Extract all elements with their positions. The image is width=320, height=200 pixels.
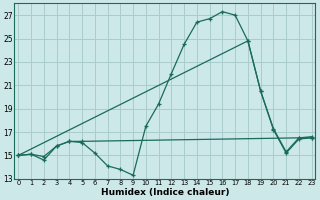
X-axis label: Humidex (Indice chaleur): Humidex (Indice chaleur) bbox=[101, 188, 229, 197]
